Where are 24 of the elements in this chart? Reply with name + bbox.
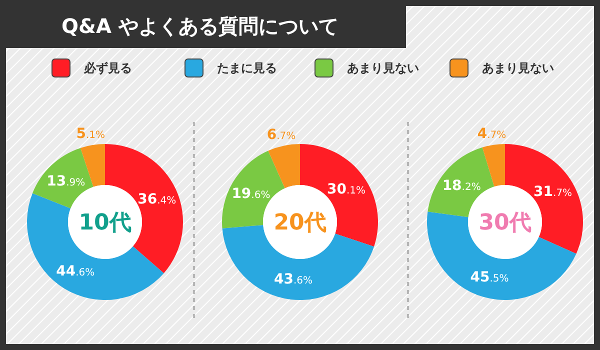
data-label: 4.7% <box>477 126 506 142</box>
data-label: 13.9% <box>46 173 86 190</box>
legend-label: あまり見ない <box>482 61 554 76</box>
donut-slice <box>32 148 94 208</box>
text: 20代 <box>274 210 326 236</box>
text: Q&A やよくある質問について <box>62 14 338 38</box>
legend-label: たまに見る <box>217 61 277 76</box>
data-label: 31.7% <box>534 184 572 200</box>
legend-label: あまり見ない <box>347 61 419 76</box>
data-label: 5.1% <box>76 126 106 142</box>
donut-slice <box>427 212 576 300</box>
data-label: 45.5% <box>470 270 509 286</box>
text: 30代 <box>478 210 532 236</box>
donut-slice <box>482 144 505 187</box>
donut-slice <box>268 144 300 188</box>
data-label: 19.6% <box>232 186 270 202</box>
data-label: 43.6% <box>274 271 312 288</box>
data-label: 30.1% <box>326 182 366 198</box>
text: 10代 <box>78 210 132 236</box>
data-label: 6.7% <box>266 126 296 143</box>
data-label: 36.4% <box>138 191 176 208</box>
data-label: 18.2% <box>442 178 481 194</box>
legend-label: 必ず見る <box>83 61 132 76</box>
data-label: 44.6% <box>56 264 95 280</box>
